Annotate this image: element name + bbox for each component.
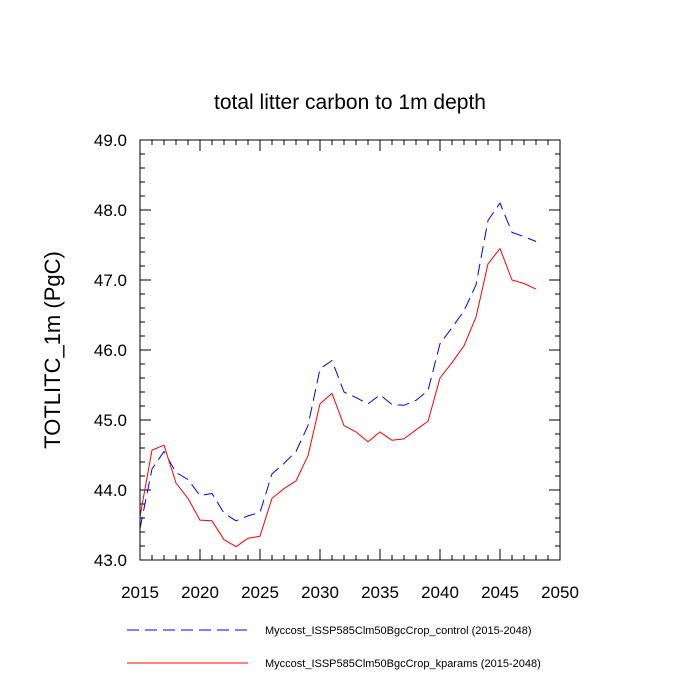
x-tick-label: 2040 bbox=[421, 583, 459, 602]
y-tick-label: 47.0 bbox=[94, 271, 127, 290]
y-tick-label: 48.0 bbox=[94, 201, 127, 220]
x-tick-label: 2030 bbox=[301, 583, 339, 602]
chart-title: total litter carbon to 1m depth bbox=[214, 91, 486, 114]
axis-ticks: 2015 2020 2025 2030 2035 2040 2045 2050 43.0 44.0… bbox=[94, 131, 579, 602]
legend-label-2: Myccost_ISSP585Clm50BgcCrop_kparams (201… bbox=[265, 658, 541, 670]
y-tick-label: 44.0 bbox=[94, 481, 127, 500]
plot-frame bbox=[139, 139, 561, 561]
series-line-1 bbox=[139, 202, 537, 529]
x-tick-label: 2020 bbox=[181, 583, 219, 602]
series-lines bbox=[139, 202, 537, 548]
legend-label-1: Myccost_ISSP585Clm50BgcCrop_control (201… bbox=[265, 625, 532, 637]
y-tick-label: 45.0 bbox=[94, 411, 127, 430]
x-tick-label: 2025 bbox=[241, 583, 279, 602]
x-tick-label: 2015 bbox=[121, 583, 159, 602]
y-tick-label: 49.0 bbox=[94, 131, 127, 150]
y-axis-label: TOTLITC_1m (PgC) bbox=[40, 251, 65, 449]
y-tick-label: 46.0 bbox=[94, 341, 127, 360]
x-tick-label: 2035 bbox=[361, 583, 399, 602]
y-tick-label: 43.0 bbox=[94, 551, 127, 570]
series-line-2 bbox=[139, 248, 537, 548]
legend: Myccost_ISSP585Clm50BgcCrop_control (201… bbox=[127, 625, 541, 670]
x-tick-label: 2050 bbox=[541, 583, 579, 602]
x-tick-label: 2045 bbox=[481, 583, 519, 602]
